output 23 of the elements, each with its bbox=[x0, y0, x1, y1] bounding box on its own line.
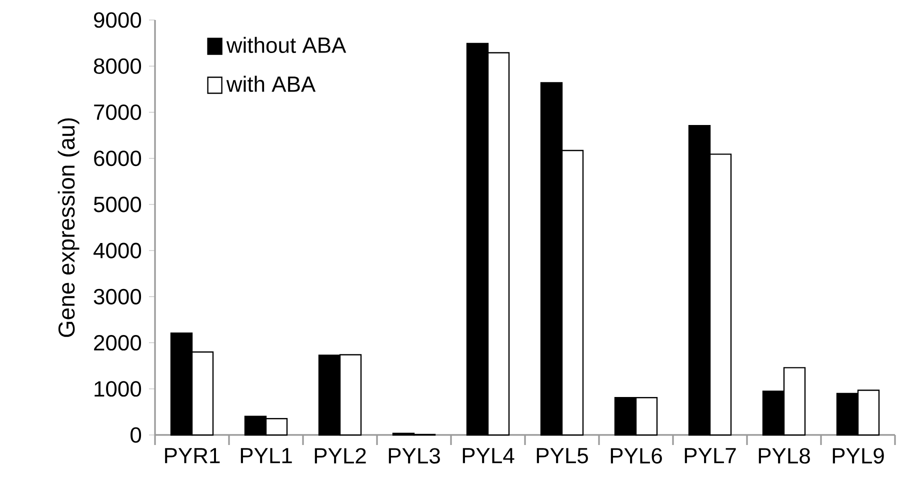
x-tick-label: PYL8 bbox=[758, 448, 810, 464]
x-tick-label: PYL2 bbox=[314, 448, 366, 464]
x-tick-label: PYL1 bbox=[240, 448, 292, 464]
y-tick-label: 4000 bbox=[94, 242, 142, 258]
x-tick-label: PYL9 bbox=[832, 448, 884, 464]
x-tick-label: PYL3 bbox=[388, 448, 440, 464]
y-tick-label: 7000 bbox=[94, 104, 142, 120]
legend-label: without ABA bbox=[226, 36, 346, 54]
x-tick-label: PYL5 bbox=[536, 448, 588, 464]
x-tick-label: PYL6 bbox=[610, 448, 662, 464]
y-tick-label: 1000 bbox=[94, 381, 142, 397]
y-tick-label: 2000 bbox=[94, 335, 142, 351]
x-tick-label: PYL4 bbox=[462, 448, 514, 464]
y-tick-label: 9000 bbox=[94, 12, 142, 28]
y-axis-title: Gene expression (au) bbox=[58, 118, 80, 337]
x-tick-label: PYR1 bbox=[165, 448, 220, 464]
y-tick-label: 3000 bbox=[94, 288, 142, 304]
y-tick-label: 8000 bbox=[94, 58, 142, 74]
y-tick-label: 5000 bbox=[94, 196, 142, 212]
y-tick-label: 0 bbox=[130, 427, 142, 443]
x-tick-label: PYL7 bbox=[684, 448, 736, 464]
y-tick-label: 6000 bbox=[94, 150, 142, 166]
legend-label: with ABA bbox=[226, 76, 316, 92]
